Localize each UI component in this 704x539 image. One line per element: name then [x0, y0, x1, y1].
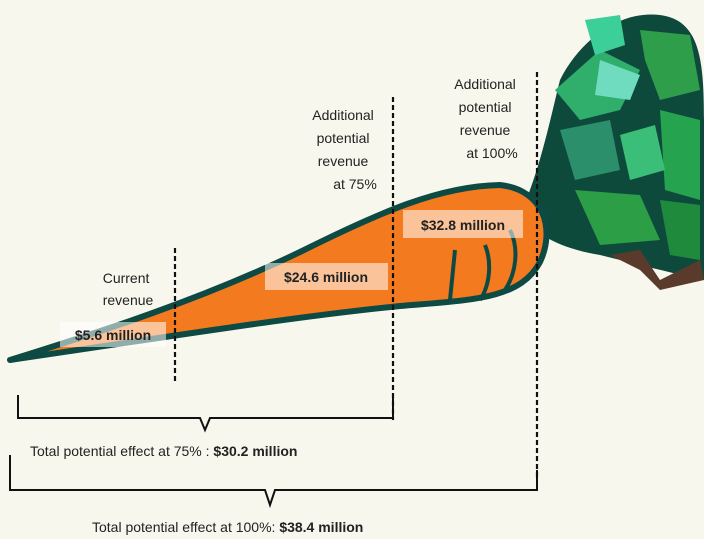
- total-value: $30.2 million: [213, 443, 297, 459]
- caption-line: potential: [317, 130, 370, 146]
- caption-line: revenue: [103, 292, 154, 308]
- caption-line: Additional: [454, 76, 516, 92]
- total-text: Total potential effect at 100%:: [92, 519, 279, 535]
- total-label: Total potential effect at 75% : $30.2 mi…: [30, 443, 297, 459]
- label-box: [403, 210, 523, 238]
- caption-line: at 75%: [333, 176, 377, 192]
- caption-line: revenue: [318, 153, 369, 169]
- total-value: $38.4 million: [279, 519, 363, 535]
- caption: Current revenue: [103, 270, 154, 308]
- total-label: Total potential effect at 100%: $38.4 mi…: [92, 519, 363, 535]
- caption-line: potential: [459, 99, 512, 115]
- value-label: $5.6 million: [75, 327, 151, 343]
- value-label: $24.6 million: [284, 269, 368, 285]
- caption-line: Current: [103, 270, 150, 286]
- value-label: $32.8 million: [421, 217, 505, 233]
- brace: [9, 455, 538, 509]
- total-text: Total potential effect at 75% :: [30, 443, 213, 459]
- caption-line: at 100%: [466, 145, 517, 161]
- caption: Additional potential revenue at 75%: [312, 107, 377, 192]
- carrot-leaves: [520, 14, 704, 290]
- caption-line: Additional: [312, 107, 374, 123]
- caption: Additional potential revenue at 100%: [454, 76, 519, 161]
- caption-line: revenue: [460, 122, 511, 138]
- label-box: [265, 263, 388, 290]
- label-box: [60, 322, 166, 347]
- brace: [17, 395, 394, 433]
